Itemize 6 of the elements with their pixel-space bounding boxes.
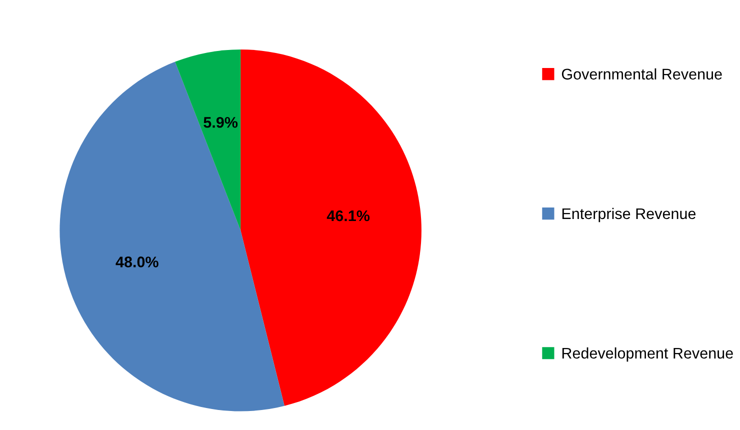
data-label: 5.9% bbox=[204, 116, 238, 128]
legend-label: Governmental Revenue bbox=[562, 68, 722, 80]
data-label: 46.1% bbox=[326, 210, 370, 222]
legend-label: Enterprise Revenue bbox=[562, 208, 696, 222]
legend-label: Redevelopment Revenue bbox=[562, 347, 733, 362]
data-label: 48.0% bbox=[116, 256, 158, 268]
